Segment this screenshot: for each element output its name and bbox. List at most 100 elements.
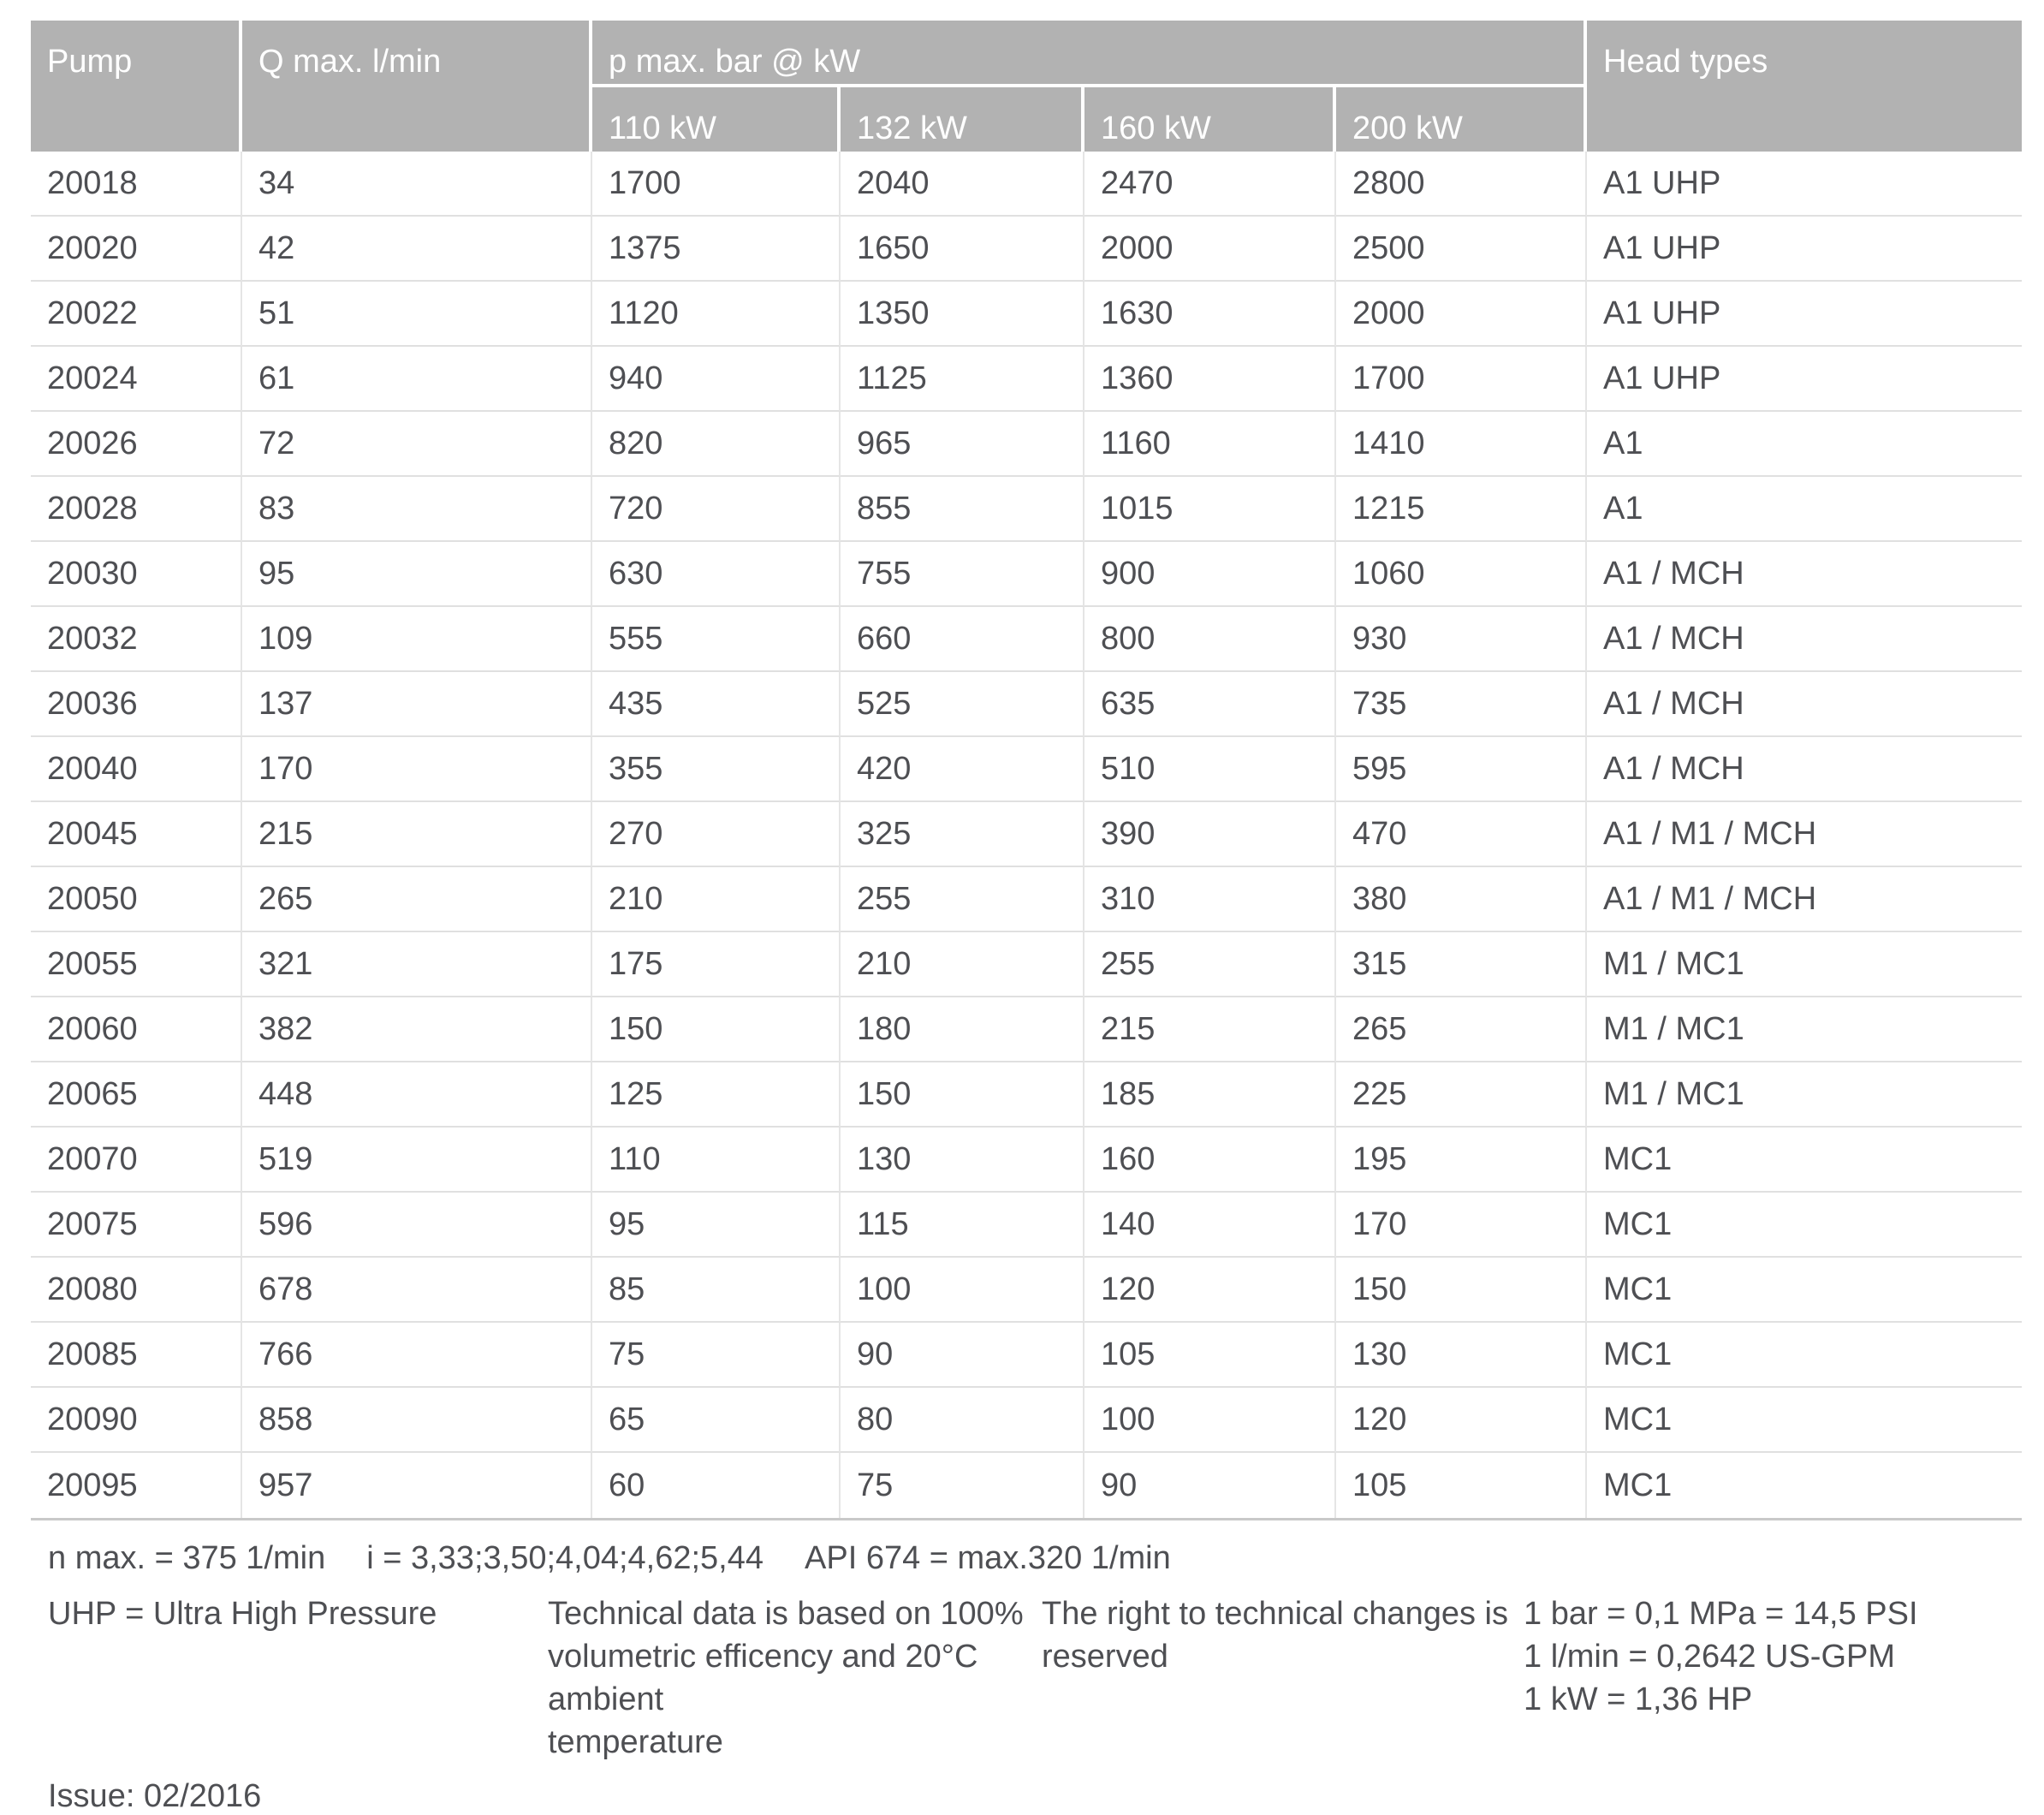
pump-cell: 20024 (31, 347, 242, 412)
kw-110-cell: 125 (592, 1062, 841, 1128)
kw-200-cell: 105 (1336, 1453, 1588, 1518)
kw-132-cell: 325 (841, 802, 1084, 867)
head-types-cell: A1 / MCH (1587, 737, 2023, 802)
pump-cell: 20045 (31, 802, 242, 867)
col-header-head-types: Head types (1587, 21, 2023, 152)
kw-200-cell: 930 (1336, 607, 1588, 672)
kw-110-cell: 75 (592, 1323, 841, 1388)
kw-200-cell: 1215 (1336, 477, 1588, 542)
note-i-ratios: i = 3,33;3,50;4,04;4,62;5,44 (366, 1540, 764, 1576)
head-types-cell: MC1 (1587, 1323, 2023, 1388)
footnotes-row: UHP = Ultra High Pressure Technical data… (48, 1592, 2022, 1764)
kw-110-cell: 85 (592, 1258, 841, 1323)
head-types-cell: A1 (1587, 412, 2023, 477)
kw-160-cell: 900 (1084, 542, 1336, 607)
kw-160-cell: 90 (1084, 1453, 1336, 1518)
pump-cell: 20080 (31, 1258, 242, 1323)
col-header-110kw: 110 kW (592, 87, 841, 152)
pump-cell: 20036 (31, 672, 242, 737)
note-uhp: UHP = Ultra High Pressure (48, 1596, 437, 1632)
kw-110-cell: 270 (592, 802, 841, 867)
kw-110-cell: 60 (592, 1453, 841, 1518)
kw-160-cell: 140 (1084, 1193, 1336, 1258)
kw-132-cell: 660 (841, 607, 1084, 672)
kw-200-cell: 120 (1336, 1388, 1588, 1453)
kw-110-cell: 1375 (592, 217, 841, 282)
kw-110-cell: 175 (592, 932, 841, 997)
table-row: 20045 215 270 325 390 470 A1 / M1 / MCH (31, 802, 2023, 867)
kw-132-cell: 180 (841, 997, 1084, 1062)
q-max-cell: 61 (242, 347, 592, 412)
kw-160-cell: 510 (1084, 737, 1336, 802)
pump-cell: 20075 (31, 1193, 242, 1258)
kw-132-cell: 1350 (841, 282, 1084, 347)
note-technical-line-2: volumetric efficency and 20°C ambient (548, 1639, 978, 1717)
kw-110-cell: 1700 (592, 152, 841, 217)
kw-160-cell: 1015 (1084, 477, 1336, 542)
head-types-cell: M1 / MC1 (1587, 997, 2023, 1062)
kw-200-cell: 2800 (1336, 152, 1588, 217)
q-max-cell: 678 (242, 1258, 592, 1323)
kw-200-cell: 595 (1336, 737, 1588, 802)
head-types-cell: MC1 (1587, 1388, 2023, 1453)
table-body: 20018 34 1700 2040 2470 2800 A1 UHP 20020 42 1375… (31, 152, 2023, 1518)
kw-110-cell: 355 (592, 737, 841, 802)
q-max-cell: 321 (242, 932, 592, 997)
kw-110-cell: 720 (592, 477, 841, 542)
table-row: 20036 137 435 525 635 735 A1 / MCH (31, 672, 2023, 737)
kw-110-cell: 435 (592, 672, 841, 737)
kw-132-cell: 75 (841, 1453, 1084, 1518)
head-types-cell: A1 UHP (1587, 347, 2023, 412)
kw-110-cell: 150 (592, 997, 841, 1062)
note-conversion-bar: 1 bar = 0,1 MPa = 14,5 PSI (1524, 1596, 1918, 1632)
kw-160-cell: 1360 (1084, 347, 1336, 412)
table-row: 20030 95 630 755 900 1060 A1 / MCH (31, 542, 2023, 607)
kw-132-cell: 90 (841, 1323, 1084, 1388)
kw-132-cell: 965 (841, 412, 1084, 477)
head-types-cell: A1 UHP (1587, 282, 2023, 347)
head-types-cell: M1 / MC1 (1587, 932, 2023, 997)
kw-160-cell: 1160 (1084, 412, 1336, 477)
head-types-cell: A1 UHP (1587, 217, 2023, 282)
head-types-cell: A1 UHP (1587, 152, 2023, 217)
head-types-cell: A1 / MCH (1587, 607, 2023, 672)
head-types-cell: MC1 (1587, 1258, 2023, 1323)
kw-132-cell: 420 (841, 737, 1084, 802)
head-types-cell: A1 / MCH (1587, 542, 2023, 607)
kw-160-cell: 1630 (1084, 282, 1336, 347)
note-api-674: API 674 = max.320 1/min (805, 1540, 1171, 1576)
q-max-cell: 596 (242, 1193, 592, 1258)
table-row: 20090 858 65 80 100 120 MC1 (31, 1388, 2023, 1453)
q-max-cell: 34 (242, 152, 592, 217)
pump-cell: 20018 (31, 152, 242, 217)
q-max-cell: 170 (242, 737, 592, 802)
kw-132-cell: 1125 (841, 347, 1084, 412)
note-conversion-kw: 1 kW = 1,36 HP (1524, 1681, 1753, 1717)
kw-200-cell: 150 (1336, 1258, 1588, 1323)
kw-132-cell: 255 (841, 867, 1084, 932)
table-row: 20050 265 210 255 310 380 A1 / M1 / MCH (31, 867, 2023, 932)
head-types-cell: A1 (1587, 477, 2023, 542)
q-max-cell: 766 (242, 1323, 592, 1388)
note-conversions: 1 bar = 0,1 MPa = 14,5 PSI 1 l/min = 0,2… (1524, 1592, 2022, 1764)
col-header-q-max: Q max. l/min (242, 21, 592, 152)
table-row: 20075 596 95 115 140 170 MC1 (31, 1193, 2023, 1258)
kw-200-cell: 170 (1336, 1193, 1588, 1258)
table-row: 20020 42 1375 1650 2000 2500 A1 UHP (31, 217, 2023, 282)
pump-cell: 20055 (31, 932, 242, 997)
kw-160-cell: 635 (1084, 672, 1336, 737)
pump-cell: 20085 (31, 1323, 242, 1388)
kw-160-cell: 2470 (1084, 152, 1336, 217)
table-row: 20028 83 720 855 1015 1215 A1 (31, 477, 2023, 542)
kw-132-cell: 115 (841, 1193, 1084, 1258)
kw-200-cell: 735 (1336, 672, 1588, 737)
head-types-cell: MC1 (1587, 1128, 2023, 1193)
table-row: 20032 109 555 660 800 930 A1 / MCH (31, 607, 2023, 672)
kw-132-cell: 755 (841, 542, 1084, 607)
note-n-max: n max. = 375 1/min (48, 1540, 326, 1576)
kw-132-cell: 855 (841, 477, 1084, 542)
pump-cell: 20070 (31, 1128, 242, 1193)
table-row: 20070 519 110 130 160 195 MC1 (31, 1128, 2023, 1193)
pump-cell: 20020 (31, 217, 242, 282)
